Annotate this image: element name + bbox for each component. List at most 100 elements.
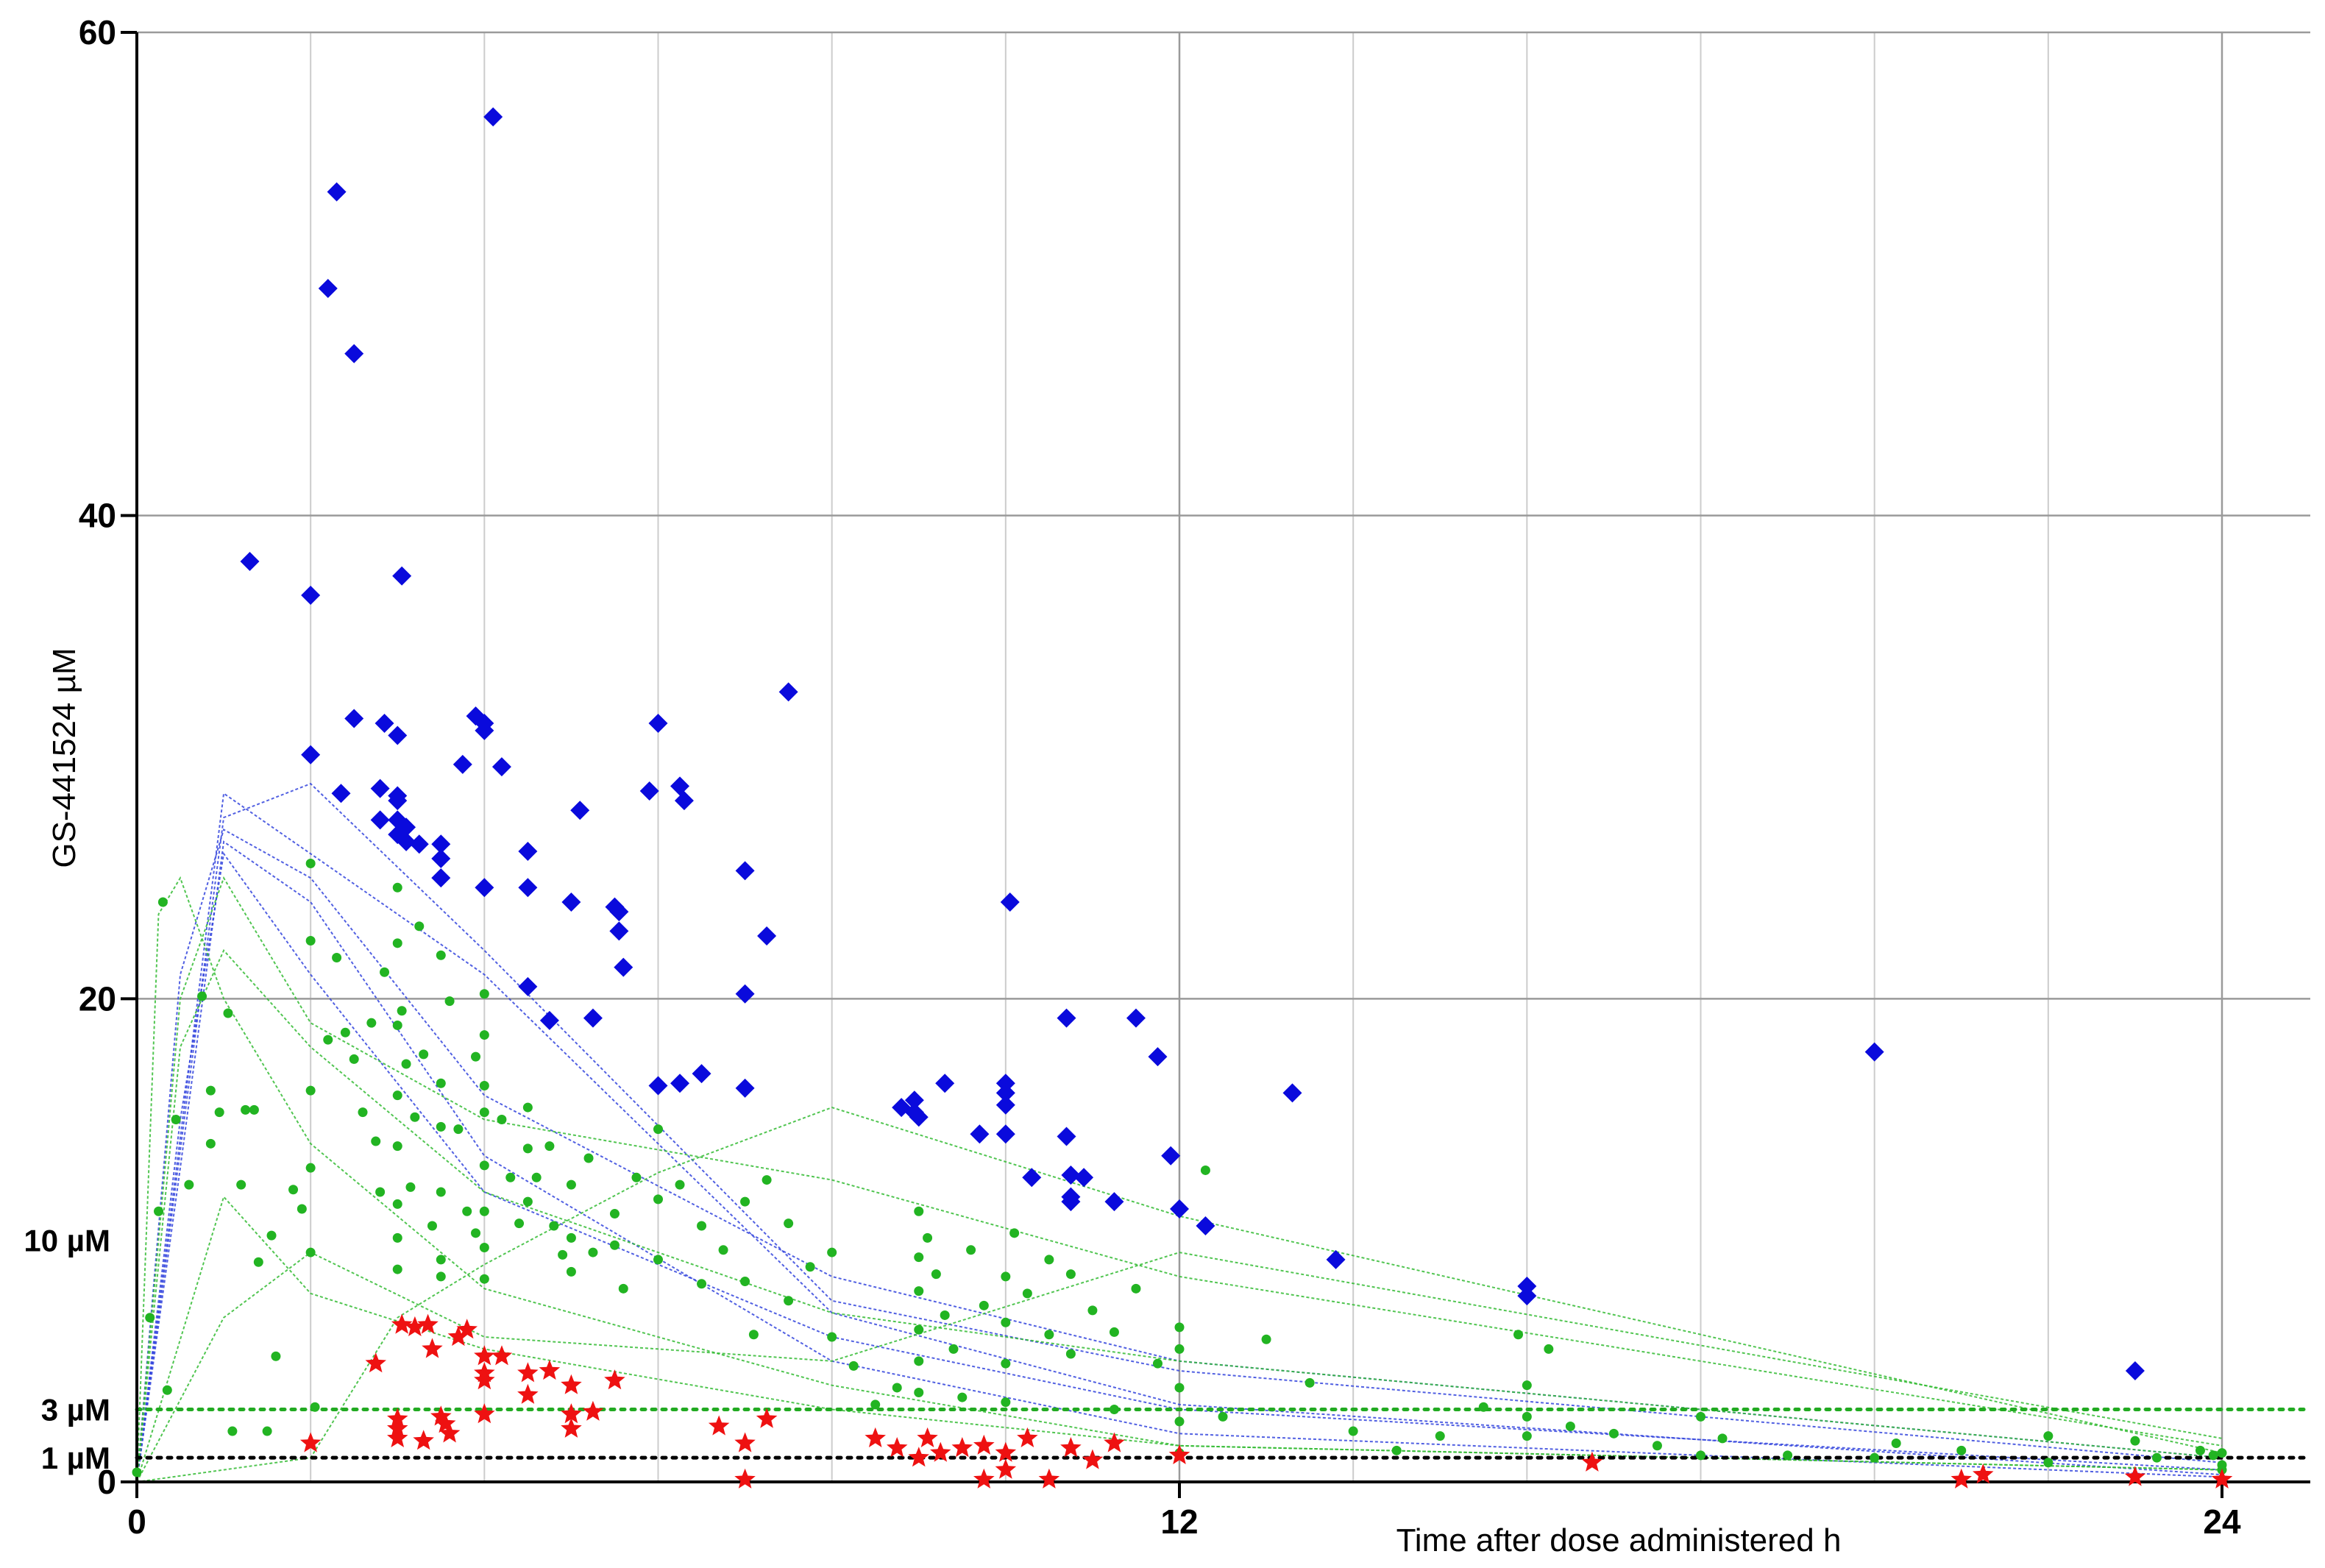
- circle-point: [305, 1247, 316, 1257]
- circle-point: [375, 1187, 386, 1197]
- circle-point: [1174, 1344, 1185, 1354]
- star-point: [447, 1326, 469, 1347]
- circle-point: [1522, 1380, 1532, 1391]
- circle-point: [2208, 1450, 2218, 1461]
- circle-point: [827, 1332, 837, 1342]
- trend-line: [136, 792, 2223, 1483]
- y-tick-label: 40: [79, 497, 116, 535]
- circle-point: [371, 1136, 381, 1146]
- circle-point: [453, 1124, 464, 1135]
- circle-point: [305, 1163, 316, 1173]
- circle-point: [784, 1296, 794, 1306]
- star-point: [1017, 1427, 1038, 1447]
- circle-point: [1152, 1358, 1162, 1369]
- star-point: [865, 1427, 886, 1447]
- star-point: [582, 1400, 604, 1421]
- diamond-point: [518, 976, 538, 996]
- star-point: [517, 1383, 539, 1404]
- circle-point: [305, 936, 316, 946]
- diamond-point: [375, 714, 394, 734]
- circle-point: [392, 1090, 402, 1101]
- diamond-point: [674, 791, 694, 811]
- star-point: [908, 1447, 929, 1467]
- star-point: [391, 1313, 413, 1334]
- circle-point: [1956, 1445, 1967, 1455]
- diamond-point: [639, 781, 659, 801]
- circle-point: [410, 1112, 420, 1122]
- diamond-point: [1057, 1127, 1076, 1146]
- circle-point: [618, 1283, 628, 1294]
- star-point: [404, 1316, 426, 1336]
- circle-point: [479, 1081, 489, 1091]
- diamond-point: [431, 834, 451, 854]
- circle-point: [1305, 1377, 1315, 1388]
- circle-point: [827, 1247, 837, 1257]
- circle-point: [132, 1467, 142, 1477]
- star-point: [1973, 1464, 1994, 1484]
- circle-point: [236, 1179, 246, 1190]
- circle-point: [436, 1078, 446, 1088]
- circle-point: [392, 1020, 402, 1030]
- diamond-point: [397, 817, 416, 837]
- circle-point: [392, 1232, 402, 1243]
- diamond-point: [570, 801, 590, 820]
- circle-point: [966, 1245, 976, 1255]
- circle-point: [1608, 1428, 1619, 1438]
- star-point: [973, 1434, 995, 1455]
- circle-point: [2043, 1431, 2054, 1441]
- y-tick-label: 0: [97, 1463, 116, 1501]
- diamond-point: [388, 786, 408, 806]
- star-point: [365, 1352, 386, 1373]
- circle-point: [979, 1300, 989, 1310]
- star-point: [930, 1441, 951, 1462]
- circle-point: [522, 1102, 533, 1113]
- diamond-point: [995, 1095, 1015, 1115]
- circle-point: [479, 989, 489, 999]
- circle-point: [1391, 1445, 1402, 1455]
- circle-point: [1001, 1271, 1011, 1282]
- star-point: [561, 1403, 582, 1424]
- diamond-point: [327, 182, 347, 202]
- circle-point: [805, 1262, 815, 1272]
- circle-point: [392, 938, 402, 948]
- circle-point: [914, 1206, 924, 1216]
- circle-point: [471, 1051, 481, 1062]
- diamond-point: [491, 757, 511, 777]
- circle-point: [380, 967, 390, 977]
- circle-point: [332, 953, 342, 963]
- circle-point: [479, 1107, 489, 1118]
- diamond-point: [344, 344, 364, 363]
- circle-point: [1174, 1416, 1185, 1427]
- circle-point: [253, 1257, 263, 1267]
- circle-point: [653, 1194, 663, 1205]
- circle-point: [1109, 1405, 1119, 1414]
- grid-lines: [137, 31, 2310, 1482]
- circle-point: [479, 1030, 489, 1040]
- circle-point: [870, 1400, 881, 1410]
- circle-point: [1200, 1165, 1210, 1175]
- circle-point: [1717, 1433, 1728, 1444]
- circle-point: [419, 1049, 429, 1060]
- circle-point: [653, 1124, 663, 1135]
- trend-line: [136, 1107, 2223, 1483]
- circle-point: [549, 1221, 559, 1231]
- x-axis-title: Time after dose administered h: [1396, 1522, 1842, 1558]
- circle-point: [1044, 1330, 1054, 1340]
- diamond-point: [344, 709, 364, 728]
- circle-point: [392, 882, 402, 893]
- diamond-point: [583, 1008, 603, 1028]
- trend-line: [136, 876, 2223, 1483]
- trend-line: [136, 851, 2223, 1483]
- circle-point: [2043, 1458, 2054, 1468]
- circle-point: [436, 1121, 446, 1132]
- diamond-point: [431, 848, 451, 868]
- diamond-point: [318, 279, 338, 299]
- circle-point: [305, 1085, 316, 1096]
- diamond-point: [735, 984, 755, 1004]
- x-tick-label: 12: [1160, 1503, 1198, 1541]
- circle-point: [653, 1255, 663, 1265]
- circle-point: [1174, 1383, 1185, 1393]
- circle-point: [1522, 1431, 1532, 1441]
- diamond-point: [1104, 1192, 1124, 1212]
